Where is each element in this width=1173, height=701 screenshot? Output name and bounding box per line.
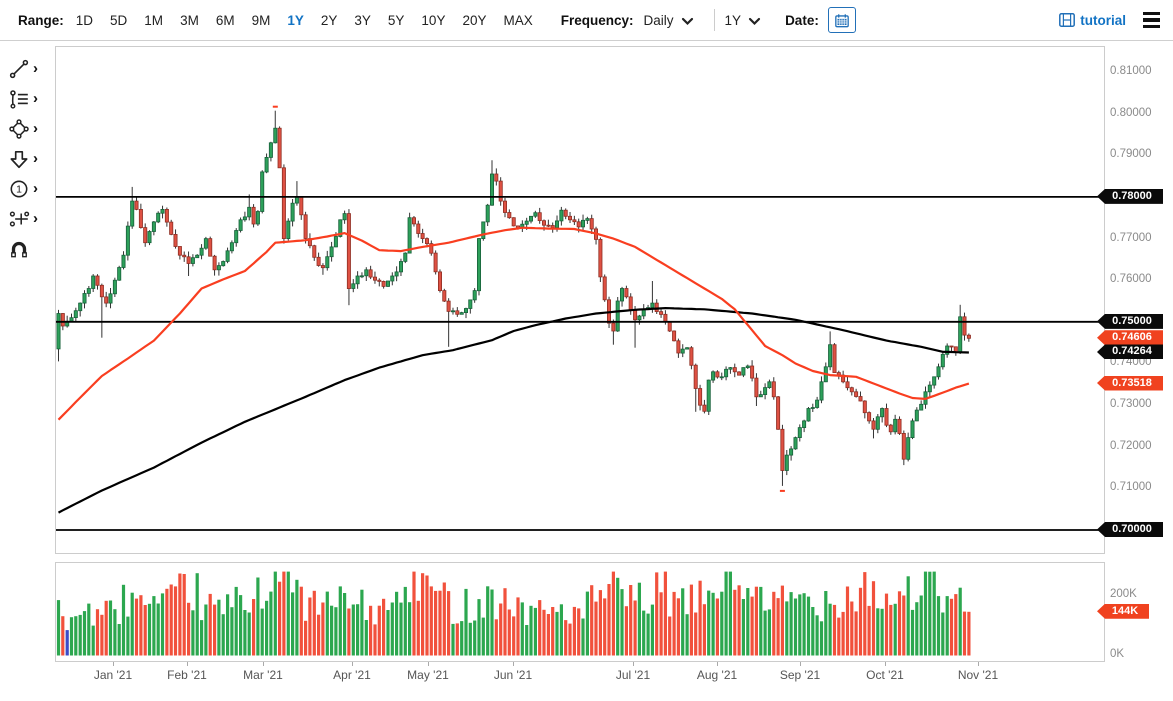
y-axis-tick: 0.79000 (1110, 148, 1152, 161)
x-axis-tick-mark (187, 662, 188, 666)
x-axis-tick-mark (885, 662, 886, 666)
calendar-icon (834, 13, 849, 27)
x-axis-month-label: Jul '21 (615, 668, 651, 682)
submenu-chevron-icon: › (33, 210, 38, 227)
range-option-3M[interactable]: 3M (180, 12, 199, 28)
y-axis-tick: 0.71000 (1110, 481, 1152, 494)
range-option-6M[interactable]: 6M (215, 12, 235, 28)
x-axis-tick-mark (352, 662, 353, 666)
submenu-chevron-icon: › (33, 180, 38, 197)
shapes-icon (9, 119, 29, 139)
submenu-chevron-icon: › (33, 90, 38, 107)
chevron-down-icon (681, 17, 693, 25)
fibonacci-icon (10, 90, 28, 109)
x-axis-tick-mark (513, 662, 514, 666)
ma-value-badge: 0.74264 (1097, 344, 1163, 360)
x-axis-month-label: Mar '21 (243, 668, 283, 682)
measure-icon (9, 211, 30, 227)
menu-button[interactable] (1140, 9, 1163, 31)
x-axis-month-label: Jun '21 (493, 668, 533, 682)
price-level-badge: 0.75000 (1097, 313, 1163, 329)
range-option-10Y[interactable]: 10Y (421, 12, 446, 28)
svg-text:1: 1 (16, 185, 22, 196)
sidebar-item-shapes-tool[interactable]: › (8, 118, 38, 140)
range-option-3Y[interactable]: 3Y (354, 12, 371, 28)
toolbar: Range: 1D 5D 1M 3M 6M 9M 1Y 2Y 3Y 5Y 10Y 20Y MAX Fre… (0, 0, 1173, 41)
x-axis-month-label: Oct '21 (866, 668, 904, 682)
x-axis-tick-mark (800, 662, 801, 666)
x-axis-month-label: Sep '21 (779, 668, 821, 682)
range-option-2Y[interactable]: 2Y (320, 12, 338, 28)
current-value-badge: 0.74606 (1097, 330, 1163, 346)
range-options: 1D 5D 1M 3M 6M 9M 1Y 2Y 3Y 5Y 10Y 20Y MAX (76, 13, 533, 28)
y-axis-tick: 0.77000 (1110, 231, 1152, 244)
arrow-down-icon (10, 151, 28, 169)
tutorial-label: tutorial (1080, 12, 1126, 28)
x-axis-month-label: Nov '21 (957, 668, 999, 682)
volume-axis-tick: 200K (1110, 588, 1137, 600)
range-option-20Y[interactable]: 20Y (462, 12, 487, 28)
y-axis-tick: 0.80000 (1110, 106, 1152, 119)
x-axis-month-label: May '21 (407, 668, 449, 682)
period-value: 1Y (724, 12, 742, 28)
submenu-chevron-icon: › (33, 120, 38, 137)
x-axis-month-label: Aug '21 (696, 668, 738, 682)
x-axis-month-label: Apr '21 (333, 668, 371, 682)
range-option-MAX[interactable]: MAX (503, 12, 533, 28)
y-axis-tick: 0.81000 (1110, 65, 1152, 77)
circled-one-icon: 1 (10, 180, 28, 198)
x-axis-tick-mark (428, 662, 429, 666)
period-dropdown[interactable]: 1Y (725, 13, 762, 28)
trend-line-icon (9, 59, 29, 79)
frequency-value: Daily (643, 12, 674, 28)
date-label: Date: (785, 12, 819, 28)
sidebar-item-magnet-tool[interactable] (8, 238, 30, 260)
sidebar-item-measure-tool[interactable]: › (8, 208, 38, 230)
y-axis-tick: 0.74000 (1110, 356, 1152, 369)
submenu-chevron-icon: › (33, 150, 38, 167)
sidebar-item-fibonacci-tool[interactable]: › (8, 88, 38, 110)
x-axis-tick-mark (263, 662, 264, 666)
magnet-icon (11, 241, 27, 258)
frequency-dropdown[interactable]: Daily (644, 13, 694, 28)
film-icon (1059, 13, 1076, 27)
x-axis-month-label: Jan '21 (93, 668, 133, 682)
range-option-1D[interactable]: 1D (75, 12, 94, 28)
y-axis-tick: 0.72000 (1110, 439, 1152, 452)
sidebar-item-numbered-label-tool[interactable]: 1 › (8, 178, 38, 200)
x-axis-tick-mark (113, 662, 114, 666)
y-axis-tick: 0.73000 (1110, 398, 1152, 411)
range-label: Range: (18, 12, 64, 28)
current-value-badge: 0.73518 (1097, 375, 1163, 391)
x-axis-tick-mark (978, 662, 979, 666)
volume-chart-pane[interactable] (55, 562, 1105, 662)
tutorial-link[interactable]: tutorial (1059, 13, 1126, 28)
toolbar-divider (713, 9, 715, 31)
x-axis-month-label: Feb '21 (167, 668, 207, 682)
chevron-down-icon (748, 17, 761, 25)
price-level-badge: 0.70000 (1097, 522, 1163, 538)
sidebar-item-trend-line-tool[interactable]: › (8, 58, 38, 80)
price-chart-pane[interactable] (55, 46, 1105, 554)
range-option-5D[interactable]: 5D (110, 12, 128, 28)
price-level-badge: 0.78000 (1097, 188, 1163, 204)
sidebar-item-arrow-annotation-tool[interactable]: › (8, 148, 38, 170)
x-axis-tick-mark (717, 662, 718, 666)
x-axis-tick-mark (633, 662, 634, 666)
date-picker-button[interactable] (827, 7, 856, 33)
frequency-label: Frequency: (560, 12, 634, 28)
range-option-5Y[interactable]: 5Y (387, 12, 405, 28)
y-axis-tick: 0.76000 (1110, 273, 1152, 286)
range-option-1Y[interactable]: 1Y (287, 12, 304, 28)
volume-axis-tick: 0K (1110, 648, 1125, 660)
range-option-1M[interactable]: 1M (144, 12, 164, 28)
range-option-9M[interactable]: 9M (251, 12, 271, 28)
submenu-chevron-icon: › (33, 60, 38, 77)
